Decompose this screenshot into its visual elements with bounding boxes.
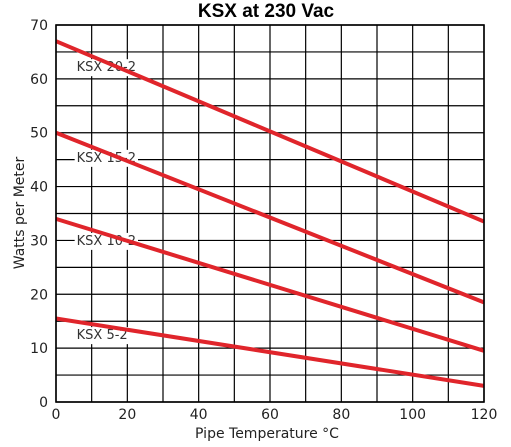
x-tick-label: 100 [399,407,426,423]
series-line [55,316,485,388]
y-tick-label: 20 [30,287,48,303]
x-tick-label: 120 [471,407,498,423]
x-tick-label: 40 [190,407,208,423]
series-label: KSX 20-2 [77,60,136,75]
tick-labels: 0 20 40 60 80 100 120 0 10 20 30 40 50 60 70 [30,18,497,423]
x-axis-label: Pipe Temperature °C [195,426,339,442]
series-line [55,216,485,353]
series-label-bg [74,327,130,345]
y-tick-label: 50 [30,126,48,142]
series-label: KSX 15-2 [77,151,136,166]
y-tick-label: 30 [30,233,48,249]
grid [55,24,485,403]
series-label-bg [74,232,138,250]
y-axis-label: Watts per Meter [12,157,28,270]
x-tick-label: 80 [332,407,350,423]
series-line [55,130,485,305]
x-tick-label: 0 [52,407,61,423]
y-tick-label: 60 [30,72,48,88]
series-label-bg [74,59,138,77]
y-tick-label: 0 [39,395,48,411]
x-tick-label: 60 [261,407,279,423]
chart-title: KSX at 230 Vac [198,1,335,22]
series-line [55,39,485,224]
plot-frame [55,24,485,403]
series-label-bg [74,149,138,167]
y-tick-label: 10 [30,341,48,357]
y-tick-label: 70 [30,18,48,34]
series-lines [55,39,485,388]
y-tick-label: 40 [30,180,48,196]
series-label: KSX 5-2 [77,328,128,343]
x-tick-label: 20 [118,407,136,423]
